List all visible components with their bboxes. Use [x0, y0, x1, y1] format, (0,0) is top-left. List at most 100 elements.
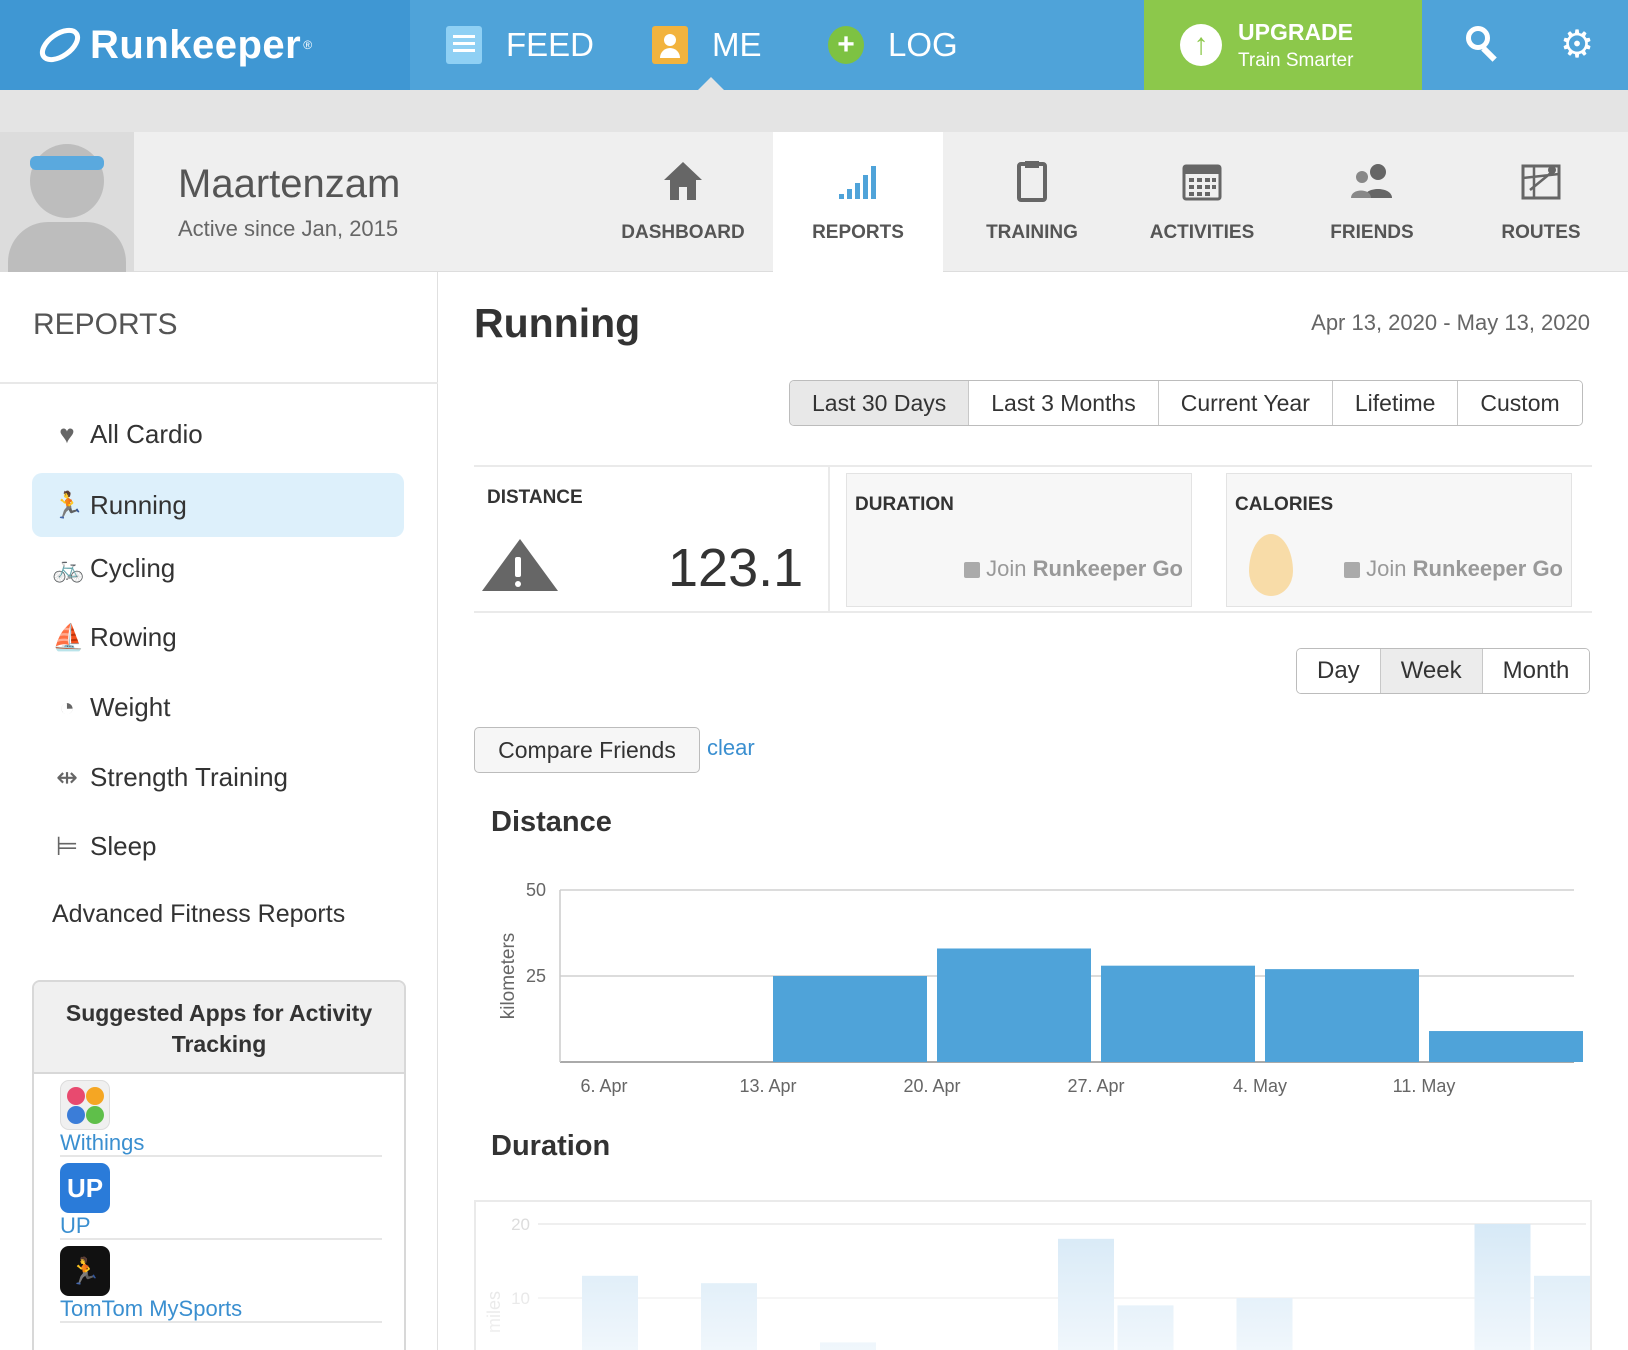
x-tick-label: 13. Apr: [739, 1076, 796, 1096]
tab-routes[interactable]: ROUTES: [1456, 132, 1626, 272]
calories-locked-product: Runkeeper Go: [1412, 556, 1563, 581]
sidebar-item-label: Strength Training: [90, 761, 289, 792]
advanced-fitness-reports-link[interactable]: Advanced Fitness Reports: [52, 900, 346, 928]
sidebar-item-label: Sleep: [90, 830, 157, 861]
scale-icon: ◔: [59, 692, 75, 722]
distance-stat-value: 123.1: [668, 538, 804, 598]
tab-friends[interactable]: FRIENDS: [1287, 132, 1457, 272]
active-nav-caret: [697, 77, 725, 91]
range-selector: Last 30 Days Last 3 Months Current Year …: [789, 380, 1583, 426]
reports-sidebar: REPORTS ♥ All Cardio 🏃 Running 🚲 Cycling…: [0, 272, 438, 1350]
app-name[interactable]: TomTom MySports: [60, 1296, 243, 1321]
date-range: Apr 13, 2020 - May 13, 2020: [1311, 310, 1590, 335]
warning-mark: [515, 557, 521, 577]
clear-link[interactable]: clear: [707, 735, 755, 760]
calendar-icon: [1182, 164, 1222, 201]
range-custom-button[interactable]: Custom: [1458, 381, 1582, 425]
app-item-withings[interactable]: Withings: [60, 1074, 382, 1157]
runkeeper-logo-icon: [39, 27, 81, 63]
tab-training[interactable]: TRAINING: [947, 132, 1117, 272]
nav-me[interactable]: ME: [652, 0, 762, 90]
sidebar-item-label: Rowing: [90, 621, 177, 652]
sidebar-item-cycling[interactable]: 🚲 Cycling: [32, 536, 404, 600]
dumbbell-icon: ⇹: [56, 762, 78, 792]
range-current-year-button[interactable]: Current Year: [1158, 381, 1333, 425]
tab-activities[interactable]: ACTIVITIES: [1117, 132, 1287, 272]
sidebar-item-sleep[interactable]: ⊨ Sleep: [32, 814, 404, 878]
withings-icon: [60, 1080, 110, 1130]
tab-friends-label: FRIENDS: [1330, 222, 1414, 243]
lock-icon: [964, 562, 981, 578]
bike-icon: 🚲: [52, 553, 85, 583]
compare-friends-button[interactable]: Compare Friends: [474, 727, 700, 773]
sidebar-item-all-cardio[interactable]: ♥ All Cardio: [32, 402, 404, 466]
tab-training-label: TRAINING: [986, 222, 1078, 243]
avatar[interactable]: [0, 132, 134, 272]
app-item-tomtom[interactable]: 🏃 TomTom MySports: [60, 1240, 382, 1323]
tab-activities-label: ACTIVITIES: [1149, 222, 1255, 243]
tomtom-icon: 🏃: [60, 1246, 110, 1296]
duration-section-title: Duration: [491, 1130, 611, 1162]
profile-username[interactable]: Maartenzam: [178, 162, 401, 206]
page-title: Running: [474, 300, 641, 346]
logo-registered-mark: ®: [303, 38, 313, 52]
range-last-30-days-button[interactable]: Last 30 Days: [790, 381, 970, 425]
feed-icon: [446, 26, 482, 64]
sidebar-title: REPORTS: [33, 308, 178, 341]
nav-log[interactable]: + LOG: [828, 0, 958, 90]
bar-27-apr: [1101, 965, 1255, 1062]
calories-stat[interactable]: CALORIES Join Runkeeper Go: [1226, 473, 1572, 607]
sidebar-item-label: All Cardio: [90, 418, 203, 449]
calories-locked-text[interactable]: Join Runkeeper Go: [1344, 556, 1563, 582]
sidebar-item-weight[interactable]: ◔ Weight: [32, 675, 404, 739]
upgrade-title: UPGRADE: [1238, 18, 1354, 45]
upgrade-subtitle: Train Smarter: [1238, 49, 1354, 71]
period-month-button[interactable]: Month: [1482, 649, 1590, 693]
runkeeper-logo[interactable]: Runkeeper ®: [0, 0, 410, 90]
period-week-button[interactable]: Week: [1380, 649, 1483, 693]
tab-reports-label: REPORTS: [812, 222, 904, 243]
y-axis-label: kilometers: [498, 933, 519, 1020]
x-tick-label: 20. Apr: [903, 1076, 960, 1096]
topographic-band: [0, 90, 1628, 132]
distance-section-title: Distance: [491, 806, 612, 838]
profile-header: Maartenzam Active since Jan, 2015 DASHBO…: [0, 132, 1628, 272]
runner-icon: 🏃: [52, 490, 85, 520]
x-tick-label: 6. Apr: [580, 1076, 627, 1096]
duration-chart-locked: 1020miles: [474, 1200, 1592, 1350]
duration-locked-prefix: Join: [986, 556, 1033, 581]
log-plus-icon: +: [828, 26, 864, 64]
map-icon: [1521, 164, 1561, 200]
x-tick-label: 11. May: [1393, 1076, 1456, 1096]
period-day-button[interactable]: Day: [1297, 649, 1381, 693]
duration-locked-text[interactable]: Join Runkeeper Go: [964, 556, 1183, 582]
app-name[interactable]: UP: [60, 1213, 91, 1238]
warning-dot: [515, 581, 521, 587]
range-last-3-months-button[interactable]: Last 3 Months: [969, 381, 1159, 425]
profile-active-since: Active since Jan, 2015: [178, 216, 399, 241]
bar-13-apr: [773, 976, 927, 1062]
sidebar-item-rowing[interactable]: ⛵ Rowing: [32, 605, 404, 669]
locked-chart-overlay: [476, 1202, 1590, 1350]
lock-icon: [1344, 562, 1361, 578]
tab-dashboard[interactable]: DASHBOARD: [598, 132, 768, 272]
range-lifetime-button[interactable]: Lifetime: [1332, 381, 1459, 425]
distance-chart: 25 50 kilometers 6. Apr 13. Apr 20. Apr 27. Ap…: [498, 880, 1583, 1096]
search-icon[interactable]: [1466, 26, 1498, 62]
friends-icon: [1351, 164, 1392, 198]
duration-stat[interactable]: DURATION Join Runkeeper Go: [846, 473, 1192, 607]
clipboard-icon: [1017, 161, 1047, 202]
app-item-up[interactable]: UP UP: [60, 1157, 382, 1240]
upgrade-button[interactable]: ↑ UPGRADE Train Smarter: [1144, 0, 1422, 90]
app-name[interactable]: Withings: [60, 1130, 145, 1155]
home-icon: [664, 162, 702, 200]
calories-locked-prefix: Join: [1366, 556, 1413, 581]
bars-icon: [839, 166, 876, 199]
sidebar-item-strength-training[interactable]: ⇹ Strength Training: [32, 745, 404, 809]
nav-feed[interactable]: FEED: [446, 0, 594, 90]
gear-icon[interactable]: ⚙: [1560, 24, 1595, 66]
nav-feed-label: FEED: [506, 26, 595, 63]
sidebar-item-running[interactable]: 🏃 Running: [32, 473, 404, 537]
x-tick-label: 4. May: [1233, 1076, 1287, 1096]
tab-reports[interactable]: REPORTS: [773, 132, 943, 272]
